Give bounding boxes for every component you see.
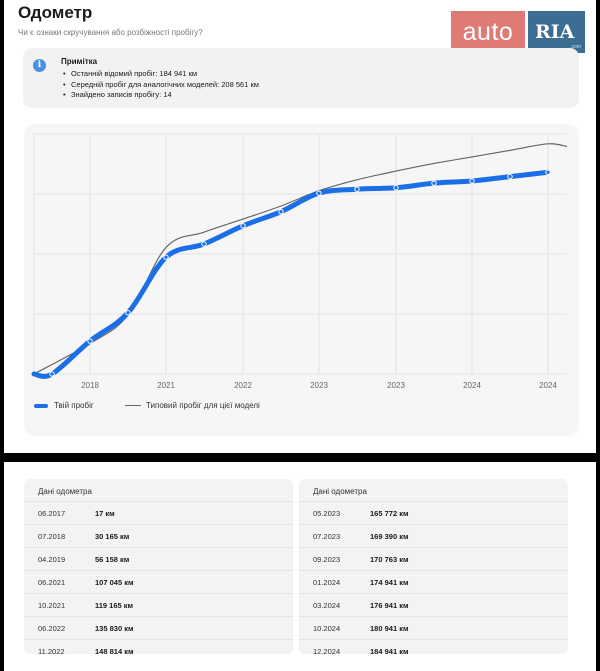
row-date: 05.2023 (313, 509, 341, 518)
data-point (316, 190, 322, 196)
note-box: i Примітка Останній відомий пробіг: 184 … (23, 48, 579, 108)
table-row: 06.2021 107 045 км (24, 570, 293, 593)
legend-label-typical: Типовий пробіг для цієї моделі (146, 401, 260, 410)
row-date: 12.2024 (313, 647, 341, 656)
data-point (469, 178, 475, 184)
data-point (125, 310, 131, 316)
table-row: 04.2019 56 158 км (24, 547, 293, 570)
row-date: 01.2024 (313, 578, 341, 587)
row-date: 09.2023 (313, 555, 341, 564)
row-mileage: 30 165 км (95, 532, 130, 541)
page-title: Одометр (18, 3, 93, 22)
table-row: 09.2023 170 763 км (299, 547, 568, 570)
row-date: 06.2017 (38, 509, 66, 518)
table-row: 10.2024 180 941 км (299, 616, 568, 639)
row-mileage: 174 941 км (370, 578, 409, 587)
data-point (545, 169, 551, 175)
note-title: Примітка (61, 57, 98, 66)
logo-auto-text: auto (451, 11, 525, 53)
x-tick-label: 2018 (81, 381, 99, 390)
row-date: 07.2023 (313, 532, 341, 541)
table-row: 12.2024 184 941 км (299, 639, 568, 662)
row-mileage: 135 830 км (95, 624, 134, 633)
legend-label-yours: Твій пробіг (54, 401, 94, 410)
data-point (507, 173, 513, 180)
table-row: 06.2022 135 830 км (24, 616, 293, 639)
x-tick-label: 2024 (539, 381, 557, 390)
odometer-table-right: Дані одометра 05.2023 165 772 км 07.2023 16… (299, 479, 568, 656)
row-mileage: 169 390 км (370, 532, 409, 541)
odometer-table-left: Дані одометра 06.2017 17 км 07.2018 30 165 … (24, 479, 293, 656)
row-date: 10.2024 (313, 624, 341, 633)
data-point (49, 371, 55, 377)
row-date: 07.2018 (38, 532, 66, 541)
note-list: Останній відомий пробіг: 184 941 км Сере… (63, 69, 259, 101)
data-point (431, 180, 437, 186)
legend-swatch-typical (125, 405, 141, 406)
data-point (201, 241, 207, 247)
row-mileage: 17 км (95, 509, 115, 518)
autoria-logo[interactable]: auto RIA .com (451, 11, 585, 53)
table-row: 07.2018 30 165 км (24, 524, 293, 547)
page-subtitle: Чи є ознаки скручування або розбіжності … (18, 28, 203, 37)
row-date: 06.2022 (38, 624, 66, 633)
row-date: 11.2022 (38, 647, 65, 656)
row-date: 03.2024 (313, 601, 341, 610)
note-item: Знайдено записів пробігу: 14 (63, 90, 259, 101)
row-mileage: 148 814 км (95, 647, 134, 656)
table-row: 11.2022 148 814 км (24, 639, 293, 662)
x-tick-label: 2024 (463, 381, 481, 390)
table-row: 06.2017 17 км (24, 501, 293, 524)
row-mileage: 119 165 км (95, 601, 134, 610)
logo-com-text: .com (570, 44, 581, 50)
table-row: 07.2023 169 390 км (299, 524, 568, 547)
x-tick-label: 2021 (157, 381, 175, 390)
data-point (278, 208, 284, 215)
table-header: Дані одометра (38, 487, 92, 496)
note-item: Останній відомий пробіг: 184 941 км (63, 69, 259, 80)
logo-ria-text: RIA (535, 21, 575, 43)
row-date: 04.2019 (38, 555, 66, 564)
x-tick-label: 2023 (310, 381, 328, 390)
data-point (240, 223, 246, 229)
x-tick-label: 2023 (387, 381, 405, 390)
row-date: 06.2021 (38, 578, 66, 587)
table-row: 05.2023 165 772 км (299, 501, 568, 524)
table-header: Дані одометра (313, 487, 367, 496)
row-mileage: 180 941 км (370, 624, 409, 633)
odometer-chart: 2018 2021 2022 2023 2023 2024 2024 (31, 133, 568, 390)
legend-swatch-yours (34, 404, 48, 408)
table-row: 01.2024 174 941 км (299, 570, 568, 593)
info-icon: i (33, 59, 46, 72)
x-tick-label: 2022 (234, 381, 252, 390)
table-row: 03.2024 176 941 км (299, 593, 568, 616)
data-point (87, 338, 93, 344)
row-mileage: 56 158 км (95, 555, 130, 564)
row-mileage: 184 941 км (370, 647, 409, 656)
odometer-chart-card: 2018 2021 2022 2023 2023 2024 2024 (24, 124, 579, 436)
row-mileage: 170 763 км (370, 555, 409, 564)
data-point (354, 186, 360, 192)
row-mileage: 176 941 км (370, 601, 409, 610)
row-mileage: 165 772 км (370, 509, 409, 518)
data-point (163, 254, 169, 260)
note-item: Середній пробіг для аналогічних моделей:… (63, 80, 259, 91)
row-date: 10.2021 (38, 601, 66, 610)
series-line-yours (31, 169, 551, 379)
table-row: 10.2021 119 165 км (24, 593, 293, 616)
logo-ria-block: RIA .com (528, 11, 585, 53)
data-point (393, 185, 399, 191)
row-mileage: 107 045 км (95, 578, 134, 587)
